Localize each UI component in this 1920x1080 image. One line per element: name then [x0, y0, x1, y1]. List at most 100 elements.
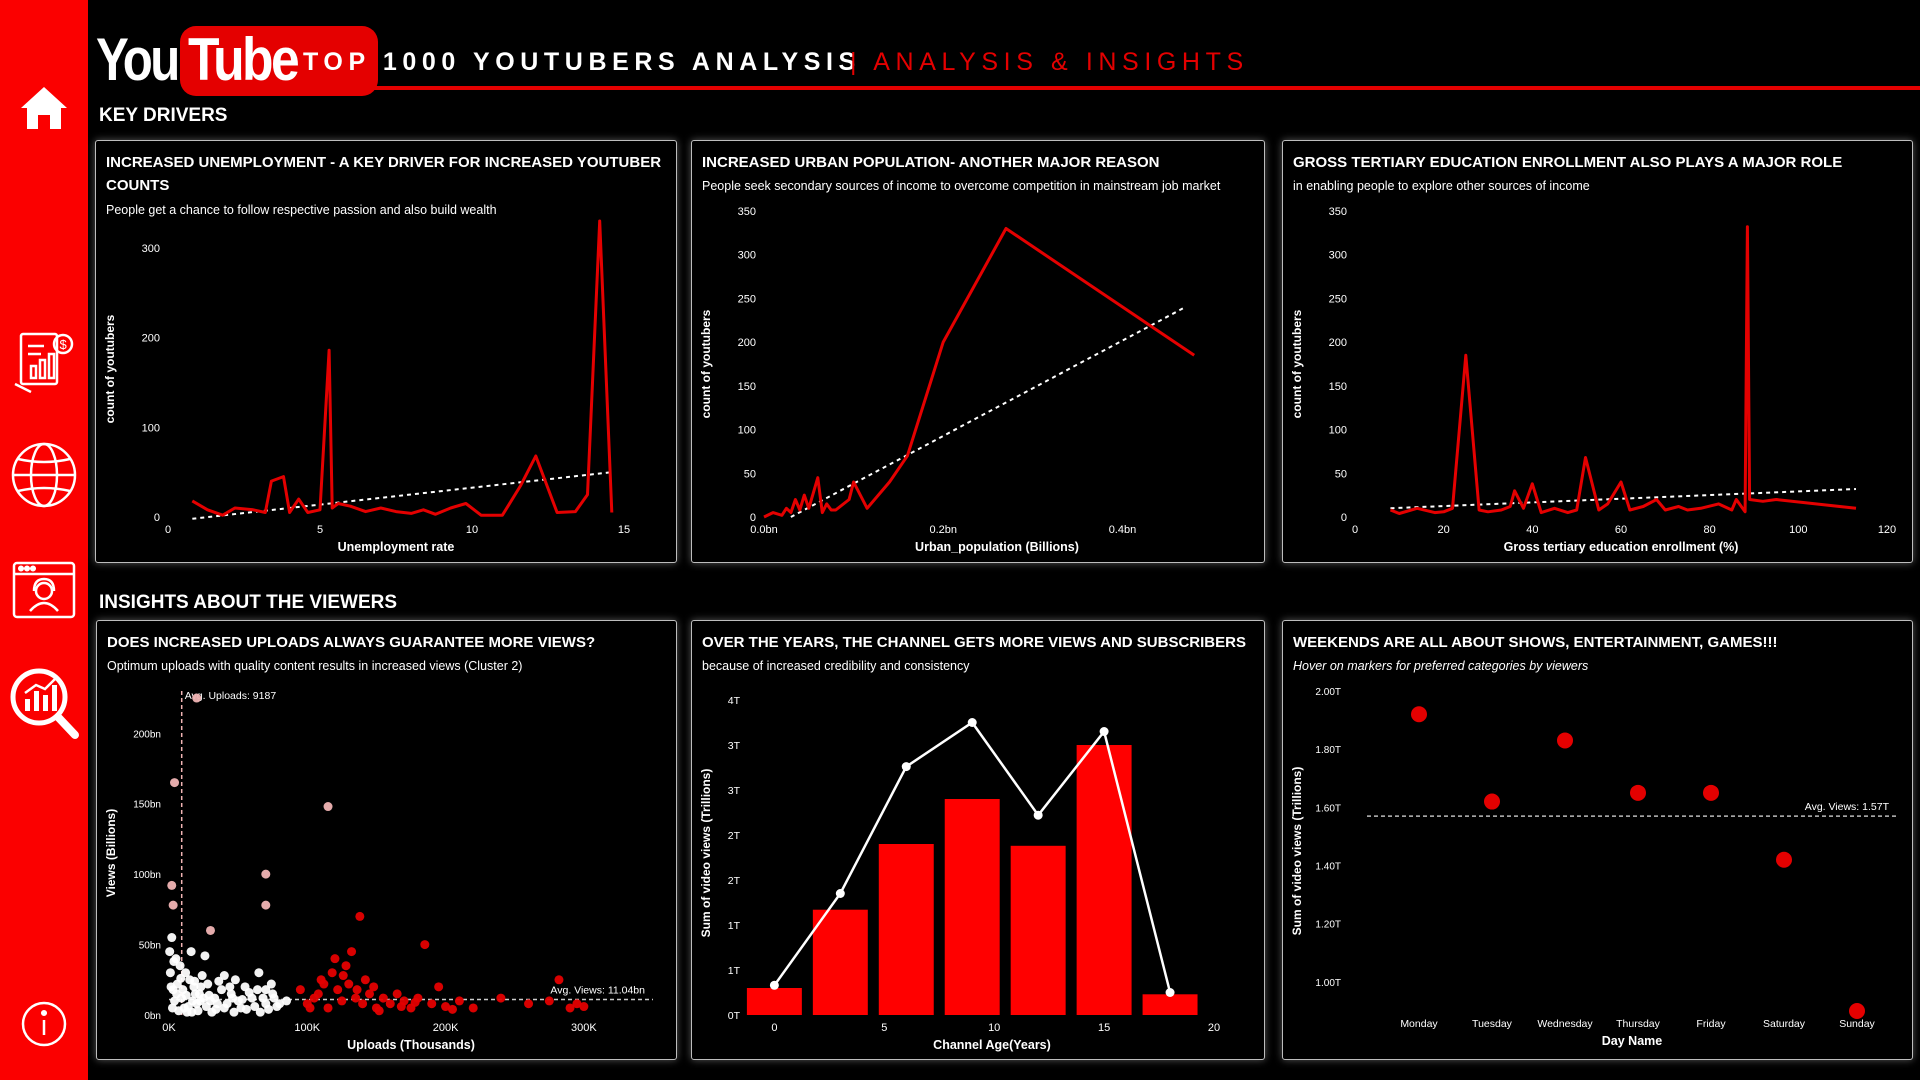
x-tick-label: 10 [988, 1022, 1000, 1034]
y-tick-label: 100 [142, 422, 160, 434]
scatter-point [427, 999, 437, 1009]
scatter-point [264, 1004, 274, 1014]
scatter-point [229, 1007, 239, 1017]
x-tick-label: 20 [1438, 524, 1450, 536]
uploads-views-scatter-chart[interactable]: 0K 100K 200K 300K 0bn 50bn 100bn 150bn 200bn Uplo… [97, 621, 677, 1060]
scatter-point [524, 999, 534, 1009]
svg-text:$: $ [60, 337, 68, 352]
x-tick-label: 0.4bn [1109, 524, 1137, 536]
card-weekday-views: WEEKENDS ARE ALL ABOUT SHOWS, ENTERTAINM… [1282, 620, 1913, 1060]
bar [944, 799, 1000, 1015]
scatter-point [420, 940, 430, 950]
x-tick-label: Tuesday [1472, 1018, 1513, 1030]
scatter-point [190, 976, 200, 986]
day-point [1484, 793, 1500, 810]
x-axis-label: Gross tertiary education enrollment (%) [1504, 540, 1739, 554]
section-title-key-drivers: KEY DRIVERS [99, 105, 228, 126]
y-tick-label: 1T [728, 965, 741, 977]
scatter-point [352, 985, 362, 995]
day-point [1849, 1003, 1865, 1019]
series-line [763, 227, 1196, 519]
y-tick-label: 50 [1335, 468, 1347, 480]
line-point [769, 980, 779, 990]
scatter-point [305, 1003, 315, 1013]
scatter-point [355, 911, 365, 921]
scatter-point [205, 925, 215, 935]
y-tick-label: 300 [738, 250, 756, 262]
scatter-point [344, 979, 354, 989]
bar [1142, 994, 1198, 1015]
financial-report-icon[interactable]: $ [0, 322, 88, 400]
x-tick-label: 80 [1704, 524, 1716, 536]
scatter-point [176, 973, 186, 983]
scatter-point [410, 997, 420, 1007]
y-tick-label: 0bn [144, 1011, 161, 1022]
y-tick-label: 200 [738, 337, 756, 349]
x-tick-label: Wednesday [1537, 1018, 1593, 1030]
header: You Tube TOP 1000 YOUTUBERS ANALYSIS | A… [88, 0, 1920, 100]
x-tick-label: 15 [1098, 1022, 1110, 1034]
scatter-point [200, 951, 210, 961]
scatter-point [167, 880, 177, 890]
card-uploads-vs-views: DOES INCREASED UPLOADS ALWAYS GUARANTEE … [96, 620, 677, 1060]
card-subtitle: People seek secondary sources of income … [702, 179, 1221, 193]
scatter-point [214, 976, 224, 986]
card-title: WEEKENDS ARE ALL ABOUT SHOWS, ENTERTAINM… [1293, 634, 1778, 651]
x-tick-label: 200K [433, 1022, 459, 1034]
avg-views-label: Avg. Views: 1.57T [1805, 801, 1890, 813]
card-subtitle: because of increased credibility and con… [702, 659, 970, 673]
x-tick-label: 40 [1526, 524, 1538, 536]
header-divider [288, 86, 1920, 90]
card-title: GROSS TERTIARY EDUCATION ENROLLMENT ALSO… [1293, 154, 1843, 171]
series-line [191, 219, 614, 517]
scatter-point [230, 975, 240, 985]
scatter-point [544, 996, 554, 1006]
y-tick-label: 1.00T [1315, 978, 1341, 989]
web-support-icon[interactable] [0, 555, 88, 625]
line-point [967, 718, 977, 727]
unemployment-line-chart[interactable]: 0 5 10 15 0 100 200 300 Unemployment rate count o… [96, 141, 677, 563]
y-tick-label: 0T [728, 1010, 741, 1022]
info-icon[interactable] [0, 998, 88, 1050]
scatter-point [434, 982, 444, 992]
scatter-point [203, 979, 213, 989]
home-icon[interactable] [0, 78, 88, 138]
scatter-point [181, 990, 191, 1000]
scatter-point [197, 971, 207, 981]
scatter-point [579, 1002, 589, 1012]
y-tick-label: 0 [750, 512, 756, 524]
globe-icon[interactable] [0, 435, 88, 515]
scatter-point [254, 968, 264, 978]
x-tick-label: 300K [571, 1022, 597, 1034]
scatter-point [351, 993, 361, 1003]
scatter-point [188, 996, 198, 1006]
scatter-point [195, 996, 205, 1006]
y-axis-label: count of youtubers [103, 314, 117, 423]
scatter-point [565, 1003, 575, 1013]
y-tick-label: 350 [1329, 206, 1347, 218]
card-urban-population: INCREASED URBAN POPULATION- ANOTHER MAJO… [691, 140, 1265, 563]
line-point [1099, 727, 1109, 736]
weekday-views-scatter-chart[interactable]: 1.00T 1.20T 1.40T 1.60T 1.80T 2.00T Monday Tues… [1283, 621, 1913, 1060]
y-tick-label: 0 [154, 512, 160, 524]
y-tick-label: 200bn [133, 729, 161, 740]
scatter-point [166, 982, 176, 992]
y-tick-label: 300 [142, 243, 160, 255]
y-tick-label: 200 [1329, 337, 1347, 349]
x-tick-label: 0 [1352, 524, 1358, 536]
x-tick-label: 10 [466, 524, 478, 536]
scatter-point [496, 993, 506, 1003]
urban-population-line-chart[interactable]: 0.0bn 0.2bn 0.4bn 0 50 100 150 200 250 300 350 Urba… [692, 141, 1265, 563]
channel-age-combo-chart[interactable]: 0 5 10 15 20 0T 1T 1T 2T 2T 3T 3T 4T Channel Age(Year… [692, 621, 1265, 1060]
line-point [835, 889, 845, 898]
scatter-point [241, 1004, 251, 1014]
x-tick-label: 5 [317, 524, 323, 536]
education-line-chart[interactable]: 0 20 40 60 80 100 120 0 50 100 150 200 250 300 350 Gros… [1283, 141, 1913, 563]
x-axis-label: Urban_population (Billions) [915, 540, 1079, 554]
y-tick-label: 150 [738, 381, 756, 393]
x-tick-label: 20 [1208, 1022, 1220, 1034]
x-tick-label: Thursday [1616, 1018, 1661, 1030]
card-unemployment: INCREASED UNEMPLOYMENT - A KEY DRIVER FO… [95, 140, 677, 563]
analytics-search-icon[interactable] [0, 662, 88, 744]
y-tick-label: 3T [728, 785, 741, 797]
